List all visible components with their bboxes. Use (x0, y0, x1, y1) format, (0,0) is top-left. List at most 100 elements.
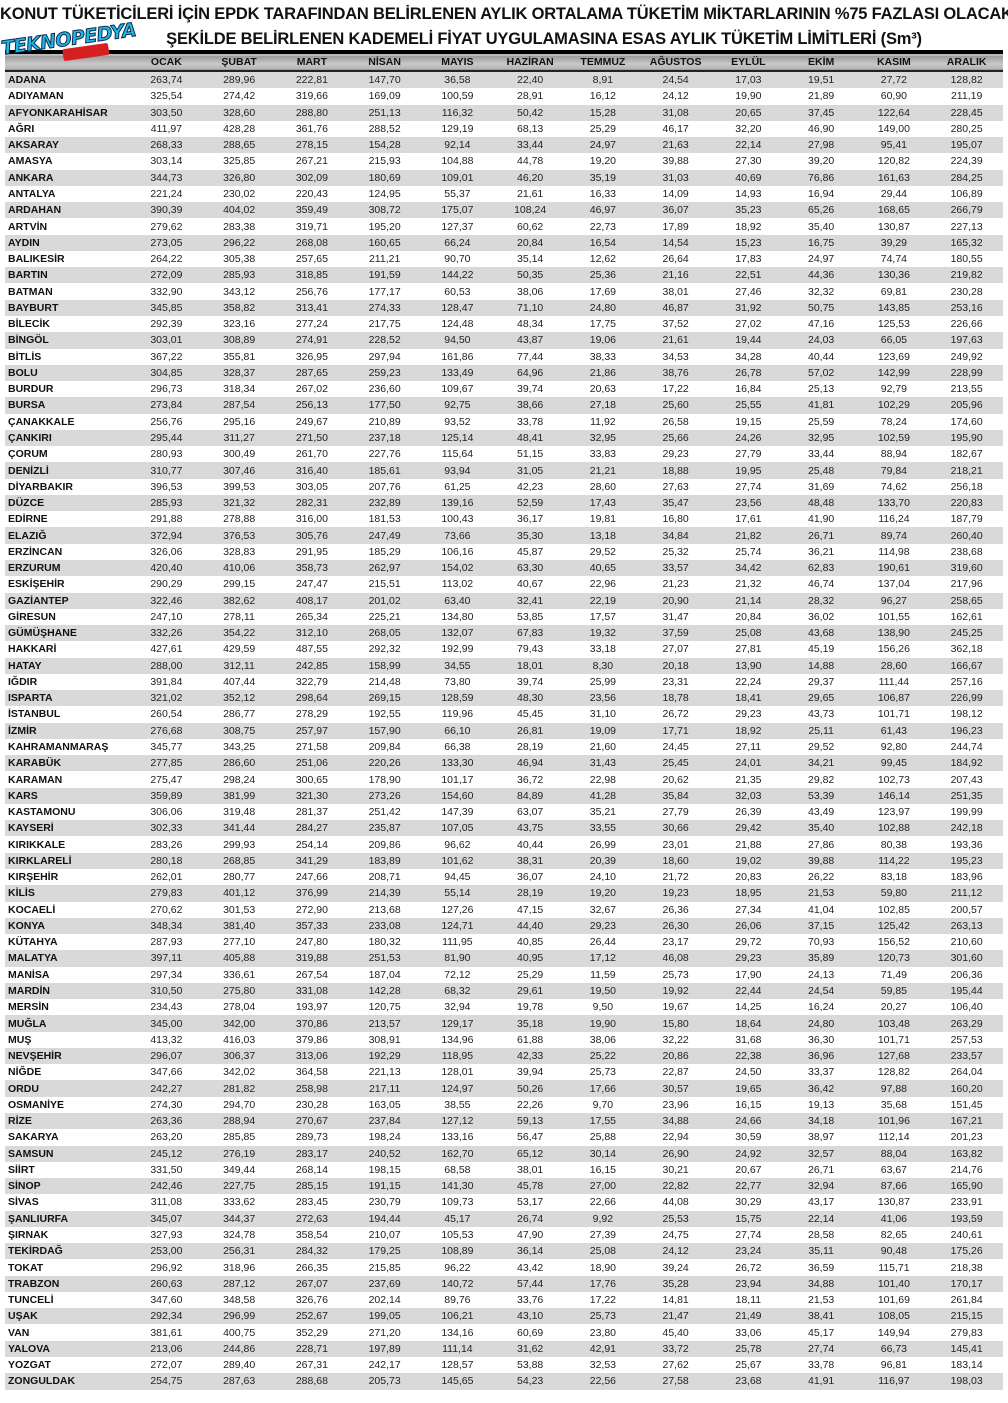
table-row: GÜMÜŞHANE 332,26 354,22 312,10 268,05 132,07 6… (5, 625, 1003, 642)
monthly-limit-cell: 208,71 (368, 871, 401, 884)
monthly-limit-cell: 281,37 (295, 806, 328, 819)
monthly-limit-cell: 285,93 (223, 269, 256, 282)
province-name: ŞIRNAK (8, 1228, 49, 1241)
monthly-limit-cell: 22,73 (589, 220, 617, 233)
monthly-limit-cell: 34,53 (662, 350, 689, 363)
monthly-limit-cell: 273,26 (368, 789, 401, 802)
monthly-limit-cell: 318,96 (223, 1261, 256, 1274)
monthly-limit-cell: 40,85 (516, 936, 544, 949)
monthly-limit-cell: 50,26 (516, 1082, 544, 1095)
monthly-limit-cell: 328,83 (223, 545, 256, 558)
monthly-limit-cell: 41,06 (880, 1212, 908, 1225)
monthly-limit-cell: 27,62 (662, 1359, 689, 1372)
monthly-limit-cell: 313,06 (295, 1050, 328, 1063)
monthly-limit-cell: 221,13 (368, 1066, 401, 1079)
monthly-limit-cell: 234,43 (150, 1001, 183, 1014)
monthly-limit-cell: 31,05 (516, 464, 544, 477)
monthly-limit-cell: 316,40 (295, 464, 328, 477)
monthly-limit-cell: 247,49 (368, 529, 401, 542)
province-name: ARDAHAN (8, 204, 62, 217)
monthly-limit-cell: 103,48 (877, 1017, 910, 1030)
monthly-limit-cell: 50,35 (516, 269, 544, 282)
monthly-limit-cell: 283,17 (295, 1147, 328, 1160)
monthly-limit-cell: 45,87 (516, 545, 544, 558)
monthly-limit-cell: 288,68 (295, 1375, 328, 1388)
monthly-limit-cell: 102,29 (877, 399, 910, 412)
monthly-limit-cell: 23,68 (735, 1375, 762, 1388)
monthly-limit-cell: 180,32 (368, 936, 401, 949)
table-row: MALATYA 397,11 405,88 319,88 251,53 81,90 40,9… (5, 950, 1003, 967)
monthly-limit-cell: 298,24 (223, 773, 256, 786)
monthly-limit-cell: 325,54 (150, 90, 183, 103)
monthly-limit-cell: 332,90 (150, 285, 183, 298)
monthly-limit-cell: 19,78 (516, 1001, 544, 1014)
header-month: ŞUBAT (221, 56, 257, 68)
monthly-limit-cell: 20,90 (662, 594, 689, 607)
monthly-limit-cell: 343,12 (223, 285, 256, 298)
monthly-limit-cell: 27,74 (735, 480, 762, 493)
monthly-limit-cell: 27,30 (735, 155, 762, 168)
monthly-limit-cell: 16,15 (735, 1098, 762, 1111)
table-row: SAMSUN 245,12 276,19 283,17 240,52 162,70 65,1… (5, 1145, 1003, 1162)
province-name: SAMSUN (8, 1147, 54, 1160)
table-row: YOZGAT 272,07 289,40 267,31 242,17 128,57 53,8… (5, 1357, 1003, 1373)
table-row: SİNOP 242,46 227,75 285,15 191,15 141,30 45,78… (5, 1178, 1003, 1195)
monthly-limit-cell: 13,18 (589, 529, 617, 542)
monthly-limit-cell: 15,75 (735, 1212, 762, 1225)
table-row: KAYSERİ 302,33 341,44 284,27 235,87 107,05 43,… (5, 820, 1003, 837)
monthly-limit-cell: 22,82 (662, 1180, 689, 1193)
monthly-limit-cell: 19,13 (807, 1098, 835, 1111)
monthly-limit-cell: 106,87 (877, 692, 910, 705)
province-name: AFYONKARAHİSAR (8, 106, 108, 119)
monthly-limit-cell: 50,75 (807, 301, 835, 314)
monthly-limit-cell: 25,73 (662, 968, 689, 981)
monthly-limit-cell: 97,88 (880, 1082, 908, 1095)
monthly-limit-cell: 32,67 (589, 903, 617, 916)
province-name: NİĞDE (8, 1066, 42, 1079)
monthly-limit-cell: 263,36 (150, 1115, 183, 1128)
monthly-limit-cell: 20,27 (880, 1001, 908, 1014)
monthly-limit-cell: 211,21 (368, 253, 401, 266)
monthly-limit-cell: 195,90 (950, 431, 983, 444)
monthly-limit-cell: 116,24 (878, 513, 910, 526)
monthly-limit-cell: 68,32 (444, 985, 471, 997)
monthly-limit-cell: 22,24 (735, 675, 762, 688)
monthly-limit-cell: 15,80 (662, 1017, 689, 1030)
monthly-limit-cell: 244,86 (223, 1342, 256, 1355)
monthly-limit-cell: 213,06 (150, 1342, 183, 1355)
monthly-limit-cell: 22,87 (662, 1066, 689, 1079)
monthly-limit-cell: 21,32 (735, 578, 762, 591)
table-header-row: OCAK ŞUBAT MART NİSAN MAYIS HAZİRAN TEMMUZ AĞUS… (5, 52, 1003, 71)
monthly-limit-cell: 101,62 (441, 854, 474, 867)
monthly-limit-cell: 185,29 (368, 545, 401, 558)
monthly-limit-cell: 228,45 (950, 106, 983, 119)
monthly-limit-cell: 174,60 (950, 415, 983, 428)
monthly-limit-cell: 31,08 (662, 106, 689, 119)
monthly-limit-cell: 114,98 (878, 545, 910, 558)
monthly-limit-cell: 34,42 (735, 562, 762, 575)
monthly-limit-cell: 210,07 (368, 1228, 401, 1241)
monthly-limit-cell: 271,50 (295, 431, 328, 444)
monthly-limit-cell: 252,67 (295, 1310, 328, 1323)
monthly-limit-cell: 224,39 (950, 155, 983, 168)
monthly-limit-cell: 36,14 (516, 1245, 544, 1258)
monthly-limit-cell: 193,59 (950, 1212, 983, 1225)
monthly-limit-cell: 215,15 (950, 1310, 983, 1323)
monthly-limit-cell: 227,76 (368, 448, 401, 461)
monthly-limit-cell: 345,00 (150, 1017, 183, 1030)
monthly-limit-cell: 29,42 (735, 822, 762, 835)
monthly-limit-cell: 289,73 (295, 1131, 328, 1144)
monthly-limit-cell: 104,88 (441, 155, 474, 168)
monthly-limit-cell: 34,55 (444, 659, 471, 672)
monthly-limit-cell: 39,20 (807, 155, 835, 168)
monthly-limit-cell: 277,10 (223, 936, 256, 949)
table-row: ADANA 263,74 289,96 222,81 147,70 36,58 22,40 8… (5, 71, 1003, 89)
monthly-limit-cell: 197,63 (950, 334, 983, 347)
monthly-limit-cell: 106,40 (950, 1001, 983, 1014)
monthly-limit-cell: 257,53 (950, 1033, 983, 1046)
monthly-limit-cell: 274,33 (368, 301, 401, 314)
monthly-limit-cell: 268,08 (295, 236, 328, 249)
monthly-limit-cell: 168,65 (877, 204, 910, 217)
monthly-limit-cell: 288,00 (150, 659, 183, 672)
monthly-limit-cell: 120,82 (877, 155, 910, 168)
